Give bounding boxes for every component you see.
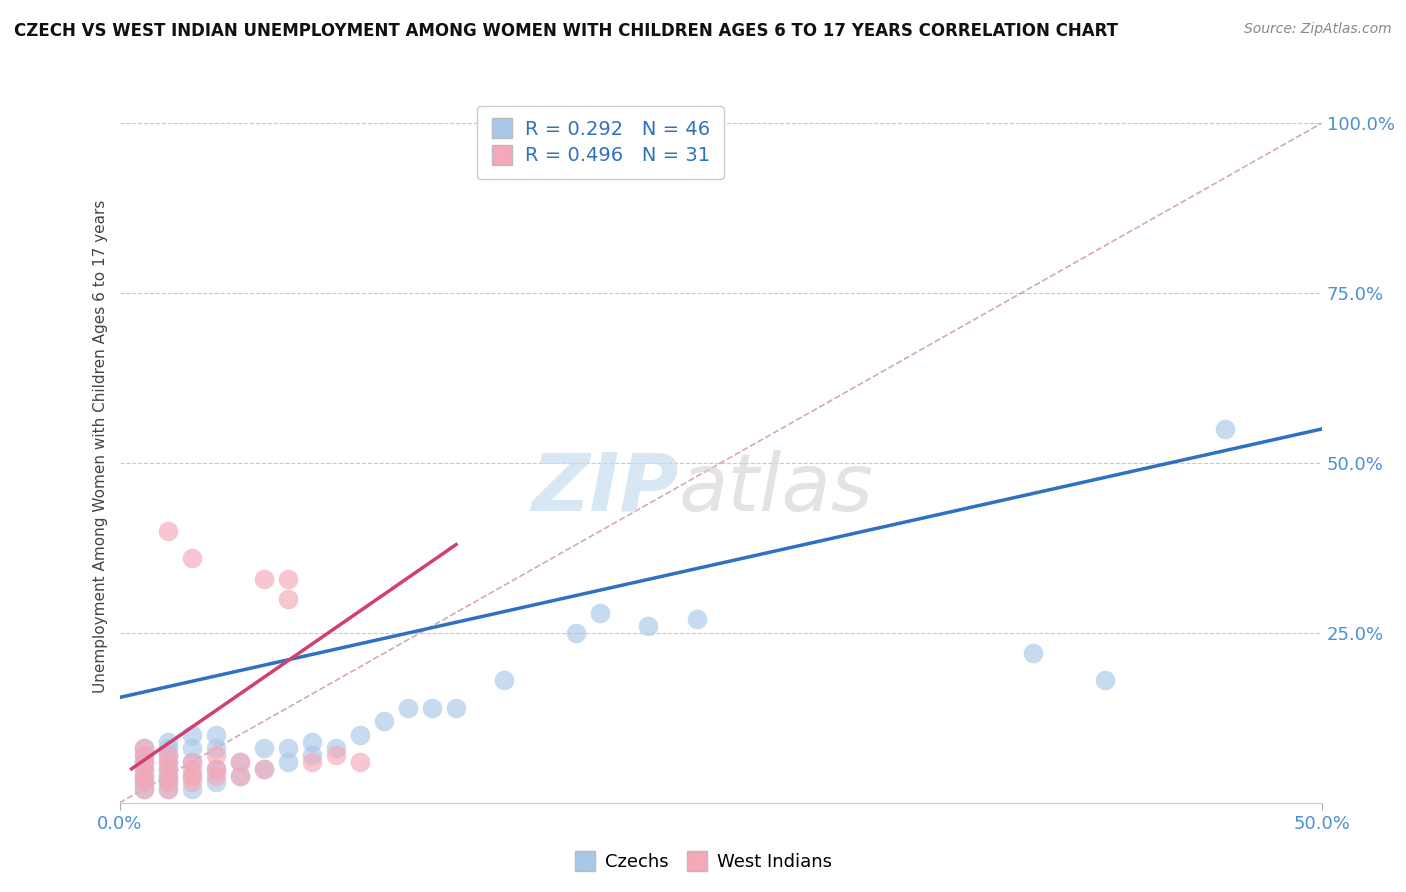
Point bbox=[349, 755, 371, 769]
Point bbox=[396, 700, 419, 714]
Point bbox=[156, 769, 179, 783]
Point bbox=[132, 755, 155, 769]
Point bbox=[180, 728, 202, 742]
Point bbox=[325, 748, 347, 763]
Point bbox=[589, 606, 612, 620]
Text: CZECH VS WEST INDIAN UNEMPLOYMENT AMONG WOMEN WITH CHILDREN AGES 6 TO 17 YEARS C: CZECH VS WEST INDIAN UNEMPLOYMENT AMONG … bbox=[14, 22, 1118, 40]
Point bbox=[349, 728, 371, 742]
Point bbox=[156, 769, 179, 783]
Point bbox=[132, 769, 155, 783]
Point bbox=[253, 741, 276, 756]
Point bbox=[180, 769, 202, 783]
Point bbox=[1094, 673, 1116, 688]
Point bbox=[132, 741, 155, 756]
Point bbox=[228, 755, 252, 769]
Point bbox=[132, 775, 155, 789]
Point bbox=[180, 551, 202, 566]
Point bbox=[156, 782, 179, 797]
Point bbox=[180, 755, 202, 769]
Point bbox=[180, 762, 202, 776]
Point bbox=[180, 741, 202, 756]
Text: ZIP: ZIP bbox=[531, 450, 679, 528]
Point bbox=[132, 748, 155, 763]
Point bbox=[253, 762, 276, 776]
Point bbox=[1022, 646, 1045, 660]
Point bbox=[132, 769, 155, 783]
Point bbox=[494, 673, 516, 688]
Point bbox=[180, 782, 202, 797]
Point bbox=[228, 769, 252, 783]
Point bbox=[253, 762, 276, 776]
Point bbox=[277, 572, 299, 586]
Point bbox=[156, 775, 179, 789]
Legend: Czechs, West Indians: Czechs, West Indians bbox=[567, 847, 839, 879]
Point bbox=[132, 775, 155, 789]
Point bbox=[132, 755, 155, 769]
Point bbox=[565, 626, 588, 640]
Point bbox=[132, 782, 155, 797]
Point bbox=[301, 748, 323, 763]
Point bbox=[156, 775, 179, 789]
Point bbox=[156, 755, 179, 769]
Point bbox=[204, 775, 226, 789]
Point bbox=[277, 741, 299, 756]
Point bbox=[637, 619, 659, 633]
Point bbox=[156, 734, 179, 748]
Text: Source: ZipAtlas.com: Source: ZipAtlas.com bbox=[1244, 22, 1392, 37]
Point bbox=[132, 741, 155, 756]
Point bbox=[156, 762, 179, 776]
Point bbox=[277, 755, 299, 769]
Point bbox=[180, 769, 202, 783]
Point bbox=[301, 734, 323, 748]
Point bbox=[253, 572, 276, 586]
Point bbox=[132, 782, 155, 797]
Point bbox=[277, 591, 299, 606]
Point bbox=[156, 762, 179, 776]
Point bbox=[132, 748, 155, 763]
Point bbox=[156, 755, 179, 769]
Point bbox=[204, 769, 226, 783]
Point bbox=[1215, 422, 1237, 436]
Point bbox=[132, 762, 155, 776]
Point bbox=[156, 748, 179, 763]
Point bbox=[156, 782, 179, 797]
Point bbox=[444, 700, 467, 714]
Text: atlas: atlas bbox=[679, 450, 873, 528]
Point bbox=[228, 769, 252, 783]
Point bbox=[180, 775, 202, 789]
Point bbox=[301, 755, 323, 769]
Point bbox=[685, 612, 707, 626]
Point bbox=[156, 748, 179, 763]
Legend: R = 0.292   N = 46, R = 0.496   N = 31: R = 0.292 N = 46, R = 0.496 N = 31 bbox=[477, 106, 724, 179]
Point bbox=[204, 762, 226, 776]
Y-axis label: Unemployment Among Women with Children Ages 6 to 17 years: Unemployment Among Women with Children A… bbox=[93, 199, 108, 693]
Point bbox=[420, 700, 443, 714]
Point bbox=[204, 762, 226, 776]
Point bbox=[228, 755, 252, 769]
Point bbox=[204, 748, 226, 763]
Point bbox=[180, 755, 202, 769]
Point bbox=[132, 762, 155, 776]
Point bbox=[373, 714, 395, 729]
Point bbox=[204, 728, 226, 742]
Point bbox=[156, 741, 179, 756]
Point bbox=[325, 741, 347, 756]
Point bbox=[204, 741, 226, 756]
Point bbox=[156, 524, 179, 538]
